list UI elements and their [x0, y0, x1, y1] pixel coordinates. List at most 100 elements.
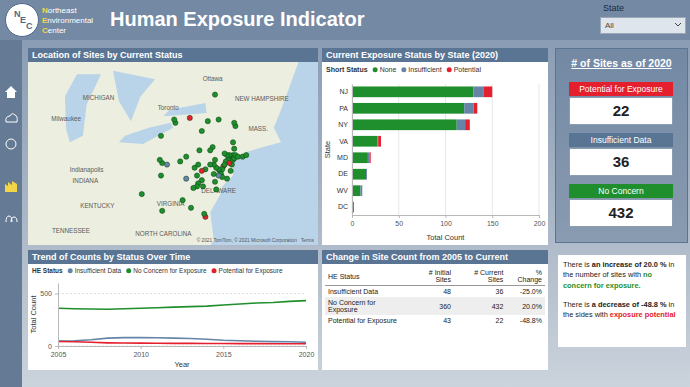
- table-row: Insufficient Data4836-25.0%: [325, 286, 545, 298]
- tick: 2020: [299, 346, 315, 358]
- panel-title: Location of Sites by Current Status: [28, 48, 318, 62]
- legend-title: HE Status: [32, 267, 63, 274]
- place-label: MICHIGAN: [83, 94, 115, 101]
- site: [228, 168, 233, 173]
- tick: DE: [338, 170, 352, 177]
- x-axis-title: Total Count: [427, 233, 466, 242]
- site: [244, 152, 249, 157]
- nav-icon[interactable]: [5, 181, 17, 192]
- note-text: There is: [563, 300, 592, 309]
- org-rest: enter: [48, 26, 66, 35]
- tick: 50: [395, 215, 403, 227]
- bar: [457, 119, 465, 130]
- panel-title: Trend of Counts by Status Over Time: [28, 250, 318, 264]
- bar: [465, 119, 470, 130]
- bar: [352, 169, 366, 180]
- sites: [139, 92, 249, 219]
- org-name: Northeast: [42, 6, 77, 16]
- place-label: Ottawa: [203, 75, 223, 82]
- logo-letter: C: [26, 21, 33, 31]
- nav-icon[interactable]: [6, 114, 17, 122]
- logo: NEC: [5, 3, 39, 37]
- kpi-label: Insufficient Data: [569, 133, 673, 147]
- grid-line: [539, 84, 540, 215]
- map-terms: Terms: [301, 238, 315, 243]
- tick-label: DE: [338, 170, 348, 177]
- site: [212, 157, 217, 162]
- tick-mark: [446, 215, 447, 218]
- site: [222, 151, 227, 156]
- bar: [360, 185, 362, 196]
- site: [214, 187, 219, 192]
- tick-label: 2005: [51, 351, 67, 358]
- bar: [353, 202, 354, 213]
- place-label: KENTUCKY: [80, 202, 115, 209]
- kpi-label: No Concern: [569, 184, 673, 198]
- site: [230, 140, 235, 145]
- y-axis-title: Total Count: [29, 295, 38, 334]
- tick-mark: [141, 346, 142, 349]
- note-text: There is: [563, 260, 592, 269]
- table-header-cell: HE Status: [325, 267, 409, 286]
- tick: DC: [338, 203, 352, 210]
- site: [212, 92, 217, 97]
- table-cell: 432: [454, 297, 506, 315]
- note-text: an increase of 20.0 %: [592, 260, 667, 269]
- table-cell: 36: [454, 286, 506, 298]
- nav-icon[interactable]: [6, 139, 16, 149]
- filter-label: State: [603, 3, 624, 13]
- bar: [464, 103, 473, 114]
- tick-label: NY: [338, 121, 348, 128]
- line-chart-svg: 20052010201520200500YearTotal CountHE St…: [28, 264, 318, 370]
- nav-icon[interactable]: [5, 86, 17, 98]
- table-cell: Insufficient Data: [325, 286, 409, 298]
- legend-label: Insufficient Data: [75, 267, 122, 274]
- site: [232, 146, 237, 151]
- axis-line: [352, 85, 353, 216]
- tick-label: 0: [48, 343, 52, 350]
- place-label: NEW HAMPSHIRE: [235, 95, 289, 102]
- site: [197, 148, 202, 153]
- kpi-panel: # of Sites as of 2020Potential for Expos…: [555, 48, 688, 243]
- tick-label: 0: [351, 220, 355, 227]
- chevron: [675, 23, 681, 26]
- place-label: DELAWARE: [201, 187, 236, 194]
- tick-label: NJ: [339, 88, 348, 95]
- table-header-cell: # Initial Sites: [409, 267, 454, 286]
- site: [232, 120, 237, 125]
- tick: PA: [339, 105, 352, 112]
- grid-line: [58, 293, 306, 294]
- kpi-value: 432: [569, 199, 673, 227]
- nav-icon[interactable]: [6, 216, 17, 222]
- x-axis: 2005201020152020: [51, 346, 315, 358]
- bar: [474, 103, 478, 114]
- table-cell: 48: [409, 286, 454, 298]
- line: [58, 341, 306, 343]
- legend-label: No Concern for Exposure: [133, 267, 207, 275]
- category-axis: NJPANYVAMDDEWVDC: [337, 85, 353, 216]
- page-title: Human Exposure Indicator: [110, 8, 365, 31]
- water: [65, 74, 101, 142]
- axis-line: [58, 284, 59, 347]
- note-text: exposure potential: [610, 310, 676, 319]
- table-cell: -25.0%: [506, 286, 545, 298]
- tick-label: VA: [339, 138, 348, 145]
- y-axis-title: State: [323, 141, 332, 159]
- grid-line: [58, 346, 306, 347]
- tick: NY: [338, 121, 352, 128]
- bar: [366, 169, 368, 180]
- grid-line: [352, 84, 353, 215]
- panel-title: Current Exposure Status by State (2020): [322, 48, 548, 62]
- filter-dropdown[interactable]: All: [600, 17, 686, 34]
- org-rest: nvironmental: [47, 16, 93, 25]
- tick: VA: [339, 138, 352, 145]
- site: [157, 157, 162, 162]
- axis-line: [59, 346, 307, 347]
- tick: 100: [440, 215, 452, 227]
- site: [191, 185, 196, 190]
- filter-value: All: [605, 18, 614, 33]
- legend-swatch: [373, 67, 378, 72]
- table-cell: No Concern for Exposure: [325, 297, 409, 315]
- tick-label: 200: [534, 220, 546, 227]
- place-label: MASS.: [248, 125, 268, 132]
